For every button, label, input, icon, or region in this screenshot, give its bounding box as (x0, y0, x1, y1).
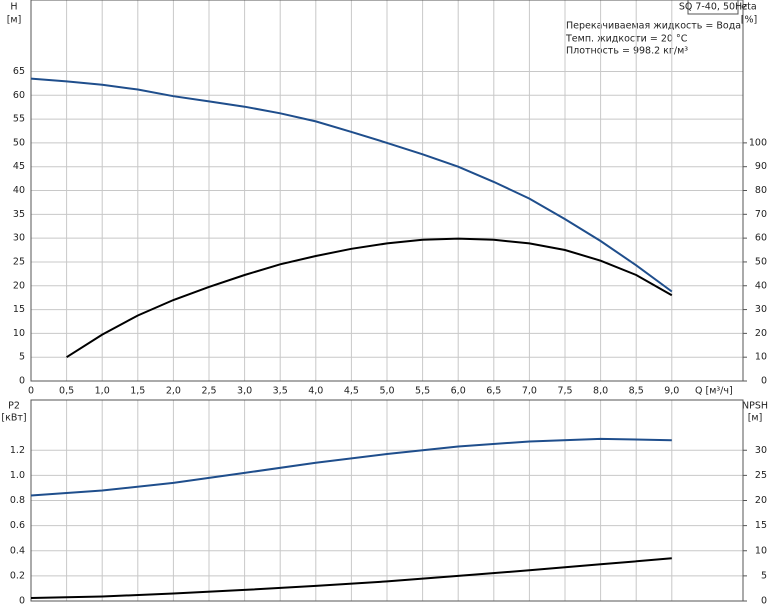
y-tick-label: 20 (13, 280, 25, 291)
y-tick-label: 10 (13, 328, 25, 339)
y-axis-unit: [м] (7, 15, 22, 26)
y2-tick-label: 15 (755, 520, 767, 531)
y2-axis-label: NPSH (742, 401, 768, 412)
x-tick-label: 8,0 (593, 386, 608, 397)
x-tick-label: 7,5 (557, 386, 572, 397)
x-tick-label: 1,0 (95, 386, 110, 397)
series-line (30, 437, 672, 497)
x-tick-label: 5,5 (415, 386, 430, 397)
y2-tick-label: 40 (755, 280, 767, 291)
x-tick-label: 2,5 (201, 386, 216, 397)
x-tick-label: 0 (28, 386, 34, 397)
note: Плотность = 998.2 кг/м³ (566, 46, 688, 57)
y2-tick-label: 50 (755, 256, 767, 267)
x-tick-label: 7,0 (522, 386, 537, 397)
y-tick-label: 25 (13, 256, 25, 267)
y2-tick-label: 60 (755, 233, 767, 244)
plot-frame (30, 399, 744, 602)
note: Темп. жидкости = 20 °C (565, 34, 688, 45)
y2-tick-label: 80 (755, 185, 767, 196)
y2-axis-unit: [м] (748, 413, 763, 424)
y2-tick-label: 30 (755, 304, 767, 315)
y-axis-label: P2 (8, 401, 20, 412)
x-axis-label: Q [м³/ч] (695, 386, 733, 397)
chart-title: SQ 7-40, 50Hz (679, 2, 747, 13)
y-tick-label: 0 (19, 376, 25, 387)
y2-tick-label: 100 (749, 137, 767, 148)
y-tick-label: 5 (19, 352, 25, 363)
y2-tick-label: 90 (755, 161, 767, 172)
y-tick-label: 1.2 (10, 445, 25, 456)
y-tick-label: 0 (19, 596, 25, 607)
y-tick-label: 30 (13, 233, 25, 244)
y2-tick-label: 20 (755, 495, 767, 506)
y2-tick-label: 25 (755, 470, 767, 481)
y2-tick-label: 5 (761, 570, 767, 581)
y2-tick-label: 0 (761, 376, 767, 387)
y2-tick-label: 70 (755, 209, 767, 220)
y2-tick-label: 0 (761, 596, 767, 607)
y-tick-label: 0.2 (10, 570, 25, 581)
y-tick-label: 50 (13, 137, 25, 148)
x-tick-label: 8,5 (629, 386, 644, 397)
x-tick-label: 2,0 (166, 386, 181, 397)
x-tick-label: 0,5 (59, 386, 74, 397)
y-tick-label: 1.0 (10, 470, 25, 481)
y-tick-label: 40 (13, 185, 25, 196)
y-tick-label: 55 (13, 114, 25, 125)
x-tick-label: 6,5 (486, 386, 501, 397)
y-axis-unit: [кВт] (1, 413, 26, 424)
y2-tick-label: 30 (755, 445, 767, 456)
note: Перекачиваемая жидкость = Вода (566, 21, 741, 32)
y-tick-label: 45 (13, 161, 25, 172)
x-tick-label: 1,5 (130, 386, 145, 397)
y2-axis-label: eta (741, 2, 756, 13)
x-tick-label: 9,0 (664, 386, 679, 397)
y2-tick-label: 20 (755, 328, 767, 339)
y-axis-label: H (10, 2, 17, 13)
y2-axis-unit: [%] (741, 15, 757, 26)
x-tick-label: 6,0 (451, 386, 466, 397)
y-tick-label: 65 (13, 66, 25, 77)
y-tick-label: 15 (13, 304, 25, 315)
x-tick-label: 4,0 (308, 386, 323, 397)
y-tick-label: 35 (13, 209, 25, 220)
x-tick-label: 3,0 (237, 386, 252, 397)
y2-tick-label: 10 (755, 352, 767, 363)
y-tick-label: 0.6 (10, 520, 25, 531)
y-tick-label: 0.4 (10, 545, 25, 556)
x-tick-label: 5,0 (379, 386, 394, 397)
y-tick-label: 60 (13, 90, 25, 101)
series-line (30, 77, 673, 293)
plot-frame (30, 0, 744, 382)
x-tick-label: 4,5 (344, 386, 359, 397)
x-tick-label: 3,5 (273, 386, 288, 397)
y-tick-label: 0.8 (10, 495, 25, 506)
title-box (687, 0, 739, 15)
series-line (66, 237, 673, 359)
y2-tick-label: 10 (755, 545, 767, 556)
series-line (30, 557, 672, 599)
